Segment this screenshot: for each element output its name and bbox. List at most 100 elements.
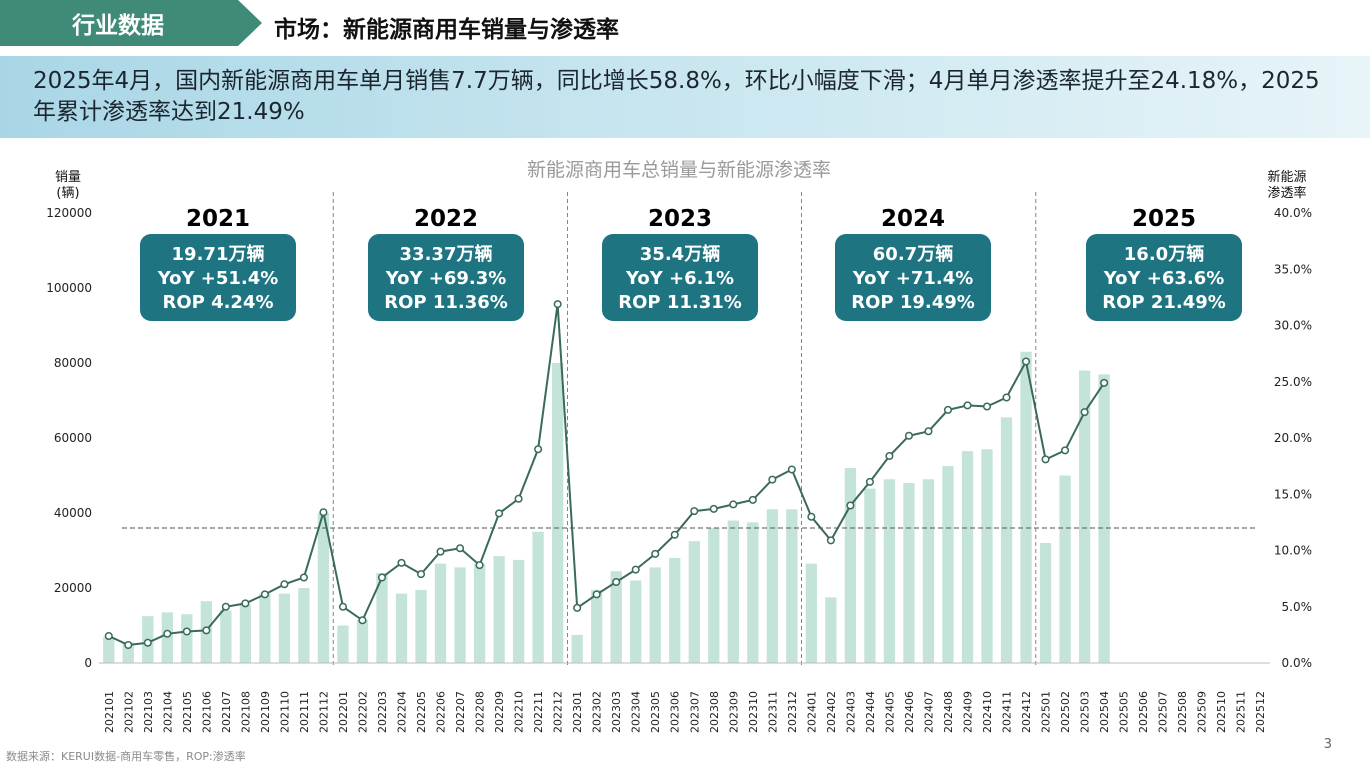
x-tick-label: 202202 <box>356 691 369 733</box>
point-202412 <box>1021 357 1031 366</box>
x-tick-label: 202511 <box>1235 691 1248 733</box>
point-202411 <box>1002 393 1011 402</box>
point-202204 <box>397 558 406 567</box>
point-202404 <box>865 477 874 486</box>
x-tick-label: 202207 <box>454 691 467 733</box>
point-202107 <box>221 602 230 611</box>
point-202310 <box>748 495 757 504</box>
point-202309 <box>729 500 738 509</box>
x-tick-label: 202111 <box>298 691 311 733</box>
sales-penetration-chart: 0 20000 40000 60000 80000 100000 120000 0.0% 5.0… <box>46 159 1313 733</box>
right-tick-label: 35.0% <box>1274 262 1312 276</box>
point-202504 <box>1100 378 1109 387</box>
x-tick-label: 202308 <box>708 691 721 733</box>
line-series <box>104 300 1109 650</box>
x-tick-label: 202212 <box>552 691 565 733</box>
left-tick-label: 60000 <box>54 431 92 445</box>
left-tick-label: 120000 <box>46 206 92 220</box>
chart-text: 销量(辆) 新能源渗透率 新能源商用车总销量与新能源渗透率 <box>55 159 1307 201</box>
bar-202110 <box>278 593 291 663</box>
year-total-sales: 60.7万辆 <box>873 243 953 265</box>
year-stat-box-2022 <box>368 234 524 321</box>
bar-202502 <box>1059 475 1071 663</box>
bar-202409 <box>961 451 974 663</box>
year-rop: ROP 11.36% <box>384 292 508 313</box>
bar-series <box>103 351 1110 663</box>
x-tick-label: 202506 <box>1137 691 1150 733</box>
x-tick-label: 202507 <box>1157 691 1170 733</box>
point-202302 <box>592 590 601 599</box>
bar-202405 <box>883 479 896 663</box>
year-label-2025: 2025 <box>1132 206 1196 232</box>
x-tick-label: 202403 <box>844 691 857 733</box>
bar-202212 <box>551 363 564 663</box>
bar-202206 <box>434 563 447 663</box>
point-202111 <box>299 573 308 582</box>
x-tick-label: 202406 <box>903 691 916 733</box>
section-tag-label: 行业数据 <box>72 13 164 39</box>
bar-202503 <box>1078 370 1091 663</box>
x-tick-label: 202505 <box>1118 691 1131 733</box>
point-202207 <box>456 544 465 553</box>
bar-202307 <box>688 541 700 663</box>
bar-202305 <box>649 567 661 663</box>
x-tick-label: 202106 <box>200 691 213 733</box>
right-tick-label: 0.0% <box>1282 656 1313 670</box>
bar-202211 <box>532 531 544 663</box>
year-label-2024: 2024 <box>881 206 945 232</box>
x-tick-label: 202310 <box>747 691 760 733</box>
bar-202407 <box>922 479 935 663</box>
right-tick-label: 20.0% <box>1274 431 1312 445</box>
year-yoy: YoY +6.1% <box>625 268 734 289</box>
point-202203 <box>377 573 387 582</box>
x-tick-label: 202405 <box>883 691 896 733</box>
point-202307 <box>690 507 699 516</box>
right-tick-label: 5.0% <box>1282 600 1313 614</box>
x-tick-label: 202210 <box>513 691 526 733</box>
year-rop: ROP 21.49% <box>1102 292 1226 313</box>
point-202306 <box>670 530 679 539</box>
point-202210 <box>514 494 523 503</box>
bar-202501 <box>1039 543 1052 663</box>
point-202101 <box>104 631 113 641</box>
year-total-sales: 19.71万辆 <box>172 243 265 265</box>
right-tick-label: 25.0% <box>1274 375 1312 389</box>
x-tick-label: 202104 <box>161 691 174 733</box>
x-tick-label: 202510 <box>1215 691 1228 733</box>
bar-202401 <box>805 563 818 663</box>
bar-202406 <box>903 483 915 663</box>
point-202106 <box>202 626 211 635</box>
year-yoy: YoY +63.6% <box>1103 268 1225 289</box>
bar-202504 <box>1098 374 1110 663</box>
point-202312 <box>787 465 796 474</box>
x-tick-label: 202302 <box>591 691 604 733</box>
bar-202309 <box>727 520 739 663</box>
point-202409 <box>963 401 972 410</box>
bar-202111 <box>298 588 310 663</box>
section-tag <box>0 0 262 46</box>
point-202405 <box>885 451 894 461</box>
point-202206 <box>436 547 445 556</box>
x-tick-label: 202309 <box>727 691 740 733</box>
x-tick-label: 202509 <box>1196 691 1209 733</box>
year-stat-box-2024 <box>835 234 991 321</box>
point-202407 <box>924 427 933 436</box>
point-202303 <box>612 577 621 587</box>
point-202410 <box>982 402 992 411</box>
bar-202209 <box>493 556 505 663</box>
x-tick-label: 202107 <box>220 691 233 733</box>
year-rop: ROP 19.49% <box>851 292 975 313</box>
x-tick-label: 202305 <box>649 691 662 733</box>
x-tick-label: 202408 <box>942 691 955 733</box>
x-tick-label: 202409 <box>961 691 974 733</box>
x-tick-label: 202211 <box>532 691 545 733</box>
bar-202302 <box>591 589 603 663</box>
x-tick-label: 202105 <box>181 691 194 733</box>
point-202408 <box>943 405 953 414</box>
bar-202201 <box>337 625 349 663</box>
year-dividers <box>122 192 1258 668</box>
x-tick-label: 202101 <box>103 691 116 733</box>
x-tick-label: 202503 <box>1079 691 1092 733</box>
x-tick-label: 202311 <box>766 691 779 733</box>
point-202403 <box>846 501 855 510</box>
